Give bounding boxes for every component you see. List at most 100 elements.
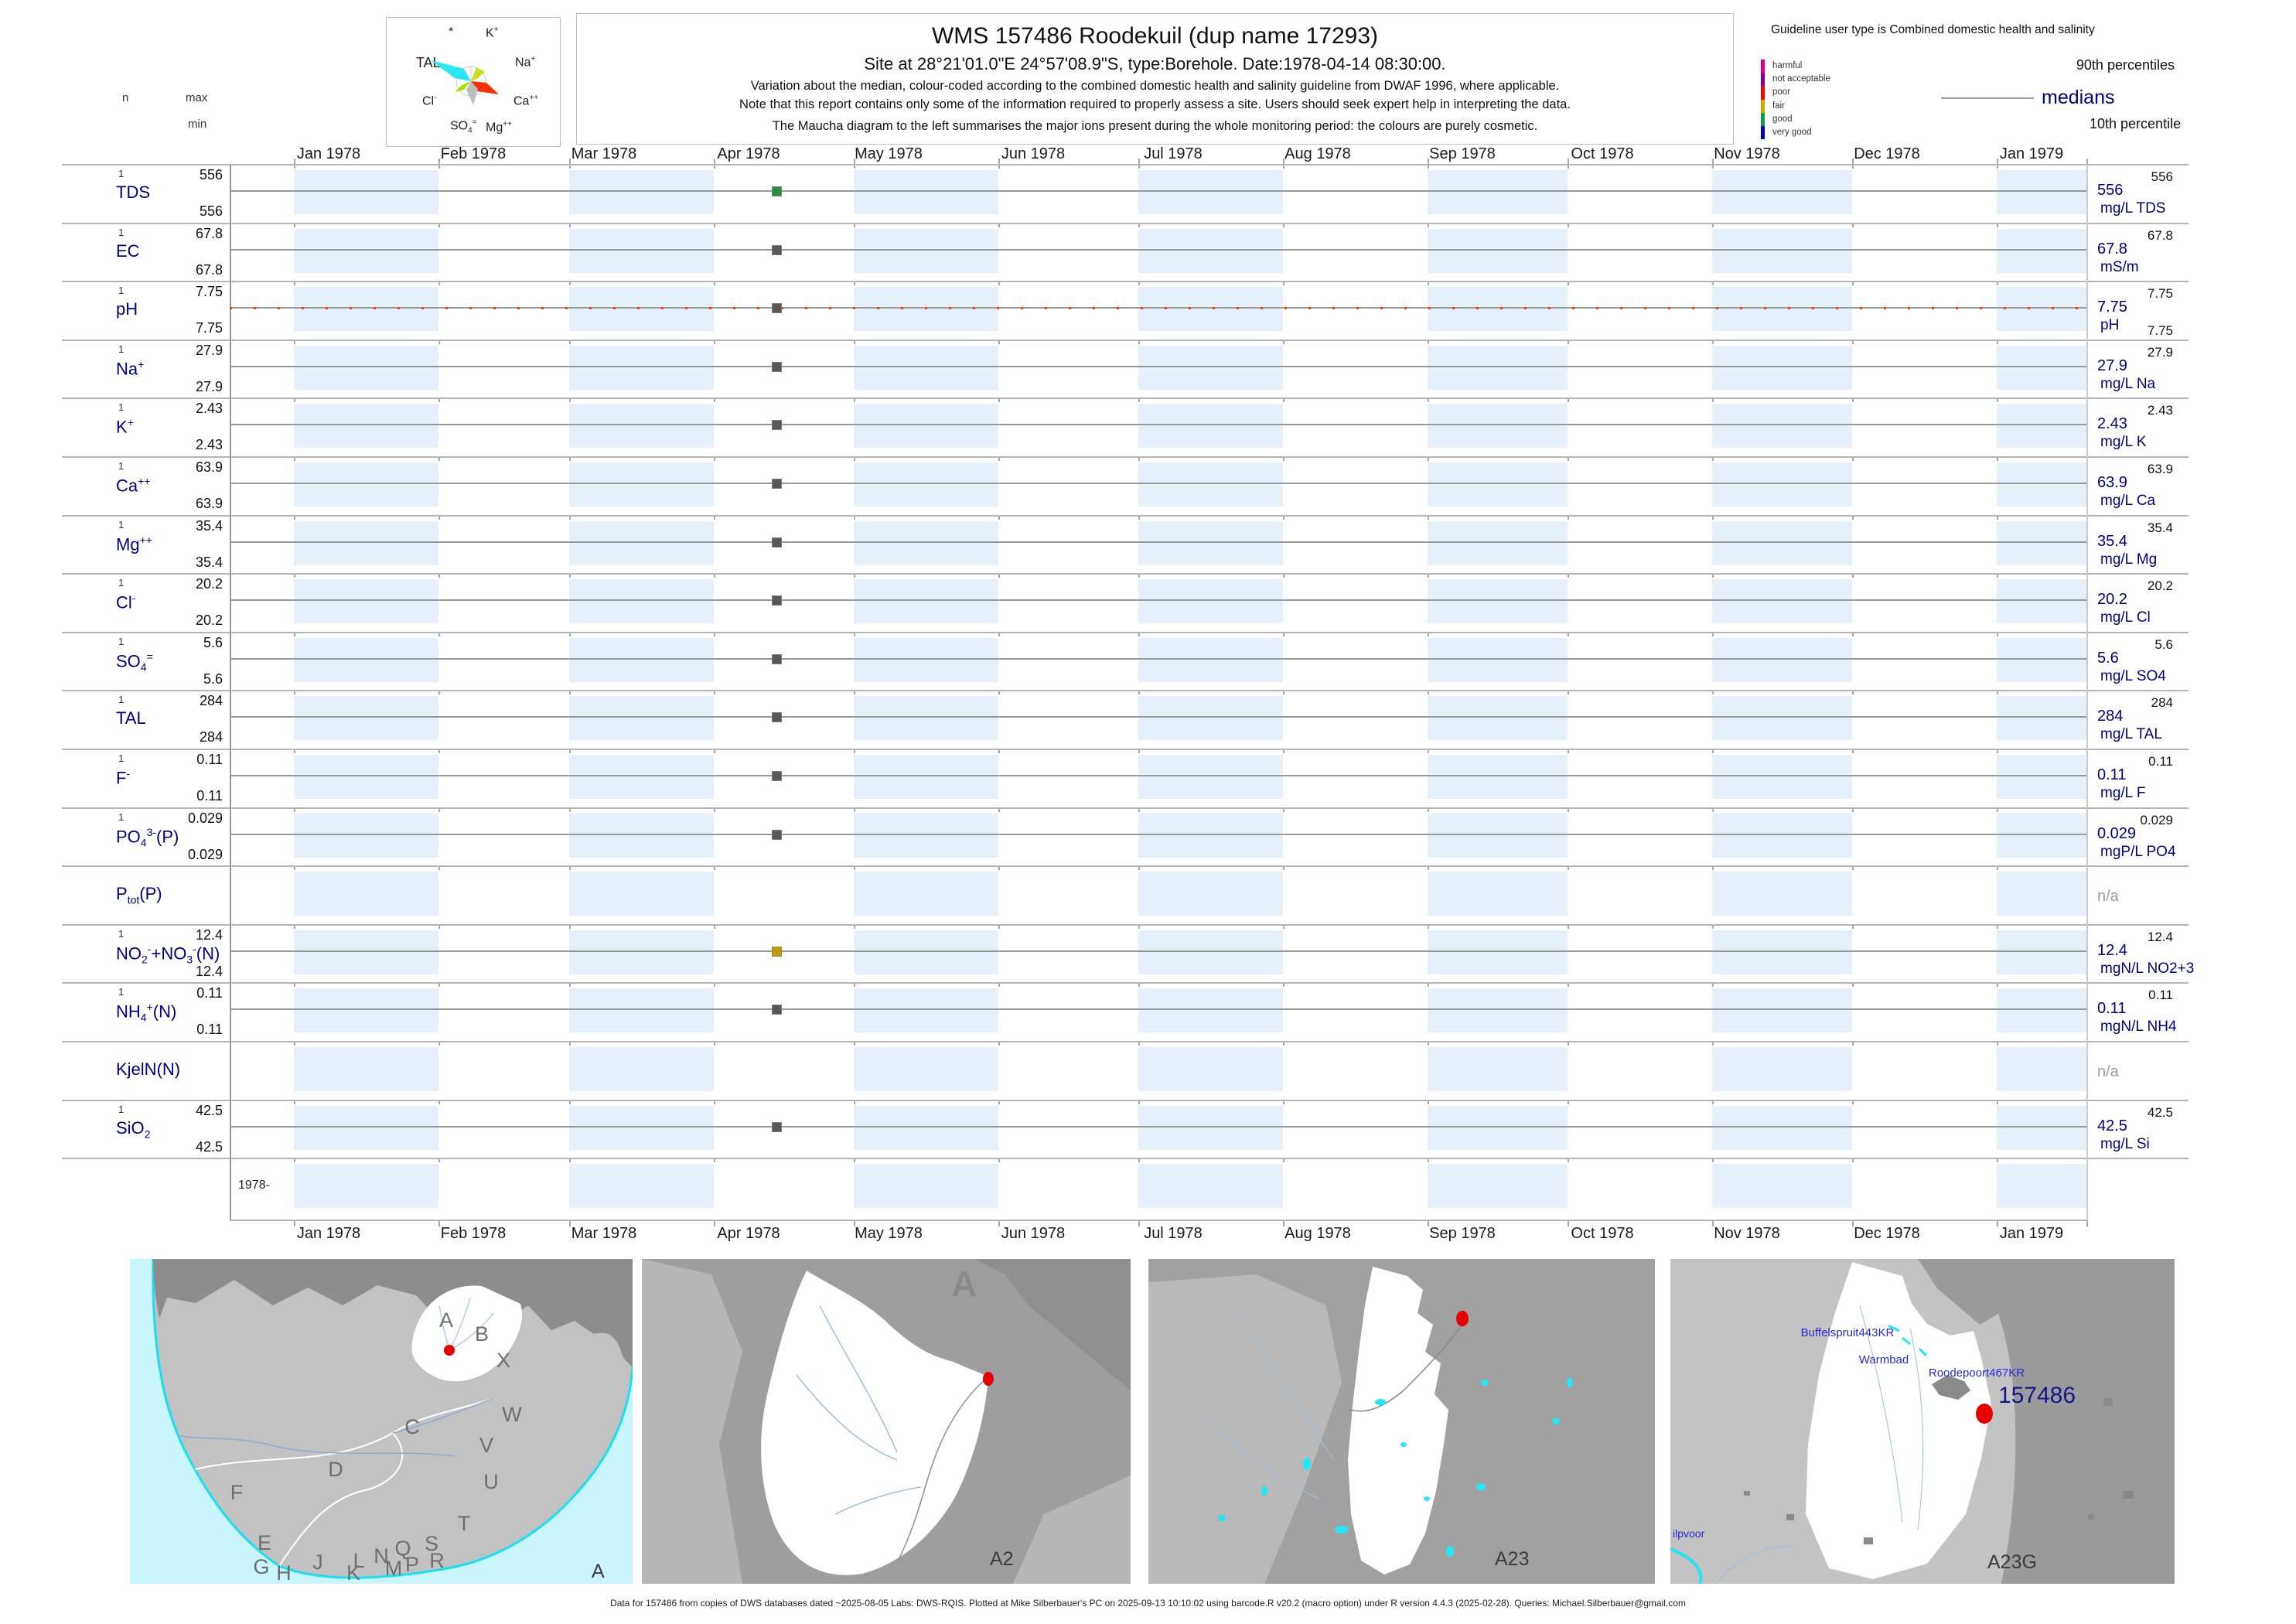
row-n-count: 1: [118, 285, 125, 297]
row-month-tick: [1283, 1158, 1284, 1163]
station-id-label: 157486: [1998, 1383, 2076, 1408]
month-label-top: Apr 1978: [717, 145, 780, 162]
month-stripe: [1712, 872, 1852, 916]
month-stripe: [1997, 228, 2086, 273]
row-min-value: 67.8: [195, 261, 223, 278]
row-separator: [62, 982, 2189, 984]
month-stripe: [854, 696, 998, 741]
row-month-tick: [1428, 281, 1429, 286]
month-stripe: [1428, 1105, 1568, 1150]
month-stripe: [1997, 345, 2086, 390]
row-month-tick: [1568, 281, 1569, 286]
month-stripe: [1997, 579, 2086, 624]
axis-tick-bottom: [854, 1220, 855, 1227]
row-month-tick: [854, 457, 855, 461]
row-month-tick: [1712, 165, 1714, 169]
row-month-tick: [1283, 515, 1284, 520]
axis-tick-bottom: [1283, 1220, 1284, 1227]
row-month-tick: [714, 749, 715, 753]
region-letter: P: [405, 1553, 419, 1576]
row-month-tick: [438, 457, 440, 461]
month-stripe: [1428, 755, 1568, 799]
month-stripe: [1428, 696, 1568, 741]
row-month-tick: [854, 339, 855, 344]
month-stripe: [1428, 170, 1568, 214]
row-separator: [62, 690, 2189, 692]
row-month-tick: [294, 1042, 295, 1046]
row-month-tick: [438, 866, 440, 871]
month-stripe: [854, 930, 998, 974]
row-month-tick: [854, 924, 855, 929]
row-n-count: 1: [118, 635, 125, 647]
sample-point: [772, 361, 782, 372]
month-stripe: [1712, 345, 1852, 390]
month-label-bottom: Apr 1978: [717, 1225, 780, 1242]
median-line: [230, 950, 2086, 952]
row-month-tick: [1283, 457, 1284, 461]
region-letter: X: [496, 1349, 510, 1372]
month-stripe: [854, 755, 998, 799]
row-median-value: 12.4: [2097, 941, 2127, 959]
row-max-value: 42.5: [195, 1102, 223, 1118]
row-month-tick: [1712, 457, 1714, 461]
row-max-value: 7.75: [195, 284, 223, 300]
stats-max-label: max: [186, 91, 208, 104]
month-stripe: [569, 170, 714, 214]
row-month-tick: [1568, 1042, 1569, 1046]
row-separator: [62, 222, 2189, 224]
row-max-value: 12.4: [195, 926, 223, 943]
row-month-tick: [438, 1042, 440, 1046]
month-stripe: [1712, 579, 1852, 624]
month-stripe: [854, 170, 998, 214]
sample-point: [772, 1121, 782, 1132]
month-stripe: [1428, 930, 1568, 974]
month-stripe: [569, 872, 714, 916]
row-month-tick: [714, 632, 715, 636]
axis-tick-top: [1138, 159, 1140, 165]
row-p10-value: 7.75: [2147, 323, 2173, 339]
row-median-value: 0.029: [2097, 824, 2137, 842]
region-letter: E: [258, 1531, 271, 1554]
big-region-letter: A: [951, 1264, 977, 1304]
row-month-tick: [854, 1100, 855, 1104]
row-n-count: 1: [118, 927, 125, 940]
river-line: [392, 1397, 494, 1434]
row-month-tick: [294, 807, 295, 812]
month-label-bottom: Aug 1978: [1284, 1225, 1351, 1242]
month-stripe: [1428, 404, 1568, 449]
month-stripe: [569, 579, 714, 624]
row-month-tick: [1997, 866, 1998, 871]
row-month-tick: [1997, 339, 1998, 344]
row-median-value: 7.75: [2097, 299, 2127, 316]
row-separator: [62, 923, 2189, 926]
row-month-tick: [714, 924, 715, 929]
region-letter: W: [502, 1403, 522, 1426]
row-month-tick: [714, 223, 715, 227]
row-month-tick: [998, 1158, 1000, 1163]
row-parameter-label: K+: [116, 416, 134, 437]
row-month-tick: [1997, 749, 1998, 753]
axis-tick-bottom: [2086, 1220, 2088, 1227]
median-line: [230, 599, 2086, 602]
axis-tick-top: [1997, 159, 1998, 165]
maucha-label-so4: SO4=: [450, 118, 477, 135]
row-month-tick: [1138, 1158, 1140, 1163]
row-median-value: 0.11: [2097, 1000, 2127, 1018]
year-axis-label: 1978-: [238, 1179, 270, 1192]
row-parameter-label: TDS: [116, 183, 150, 202]
month-stripe: [1138, 1047, 1283, 1091]
row-month-tick: [569, 749, 571, 753]
row-month-tick: [1852, 866, 1854, 871]
row-month-tick: [1852, 749, 1854, 753]
row-month-tick: [998, 807, 1000, 812]
row-month-tick: [1138, 807, 1140, 812]
month-stripe: [854, 1105, 998, 1150]
axis-tick-top: [294, 159, 295, 165]
row-month-tick: [1568, 749, 1569, 753]
row-month-tick: [1712, 339, 1714, 344]
row-p90-value: 7.75: [2147, 286, 2173, 302]
quality-color-segment: [1761, 60, 1765, 73]
month-stripe: [1997, 872, 2086, 916]
row-month-tick: [1712, 632, 1714, 636]
